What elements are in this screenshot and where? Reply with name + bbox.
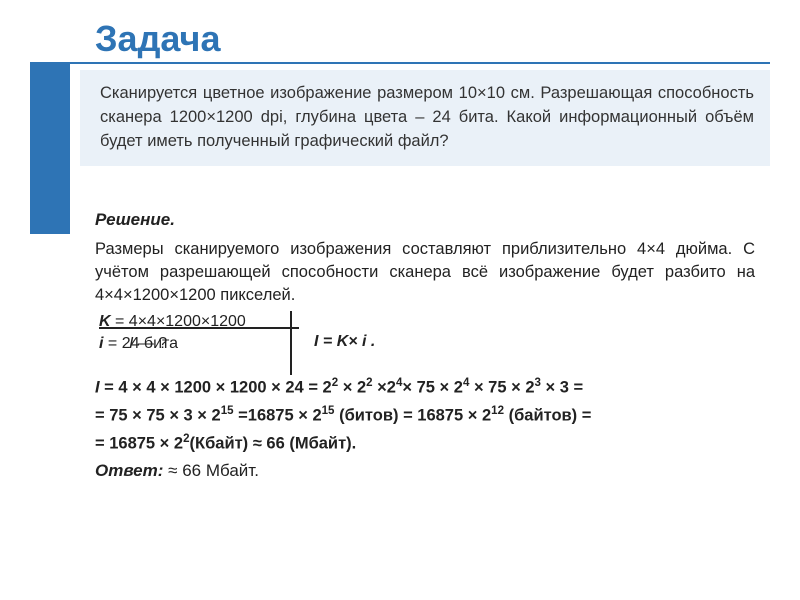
accent-band [30, 64, 70, 234]
solution-label: Решение. [95, 210, 755, 230]
given-formula: I = K× i . [314, 311, 375, 351]
given-block: K = 4×4×1200×1200 i = 24 бита I — ? I = … [95, 311, 755, 375]
slide-title: Задача [95, 18, 220, 60]
solution-paragraph: Размеры сканируемого изображения составл… [95, 238, 755, 307]
calc-line-2: = 75 × 75 × 3 × 215 =16875 × 215 (битов)… [95, 403, 755, 429]
calc-line-1: I = 4 × 4 × 1200 × 1200 × 24 = 22 × 22 ×… [95, 375, 755, 401]
problem-statement: Сканируется цветное изображение размером… [80, 70, 770, 166]
answer-label: Ответ: [95, 461, 163, 480]
answer: Ответ: ≈ 66 Мбайт. [95, 461, 755, 481]
calc-line-3: = 16875 × 22(Кбайт) ≈ 66 (Мбайт). [95, 431, 755, 457]
calculation: I = 4 × 4 × 1200 × 1200 × 24 = 22 × 22 ×… [95, 375, 755, 457]
given-divider-v [290, 311, 292, 375]
title-rule [30, 62, 770, 64]
answer-value: ≈ 66 Мбайт. [163, 461, 259, 480]
